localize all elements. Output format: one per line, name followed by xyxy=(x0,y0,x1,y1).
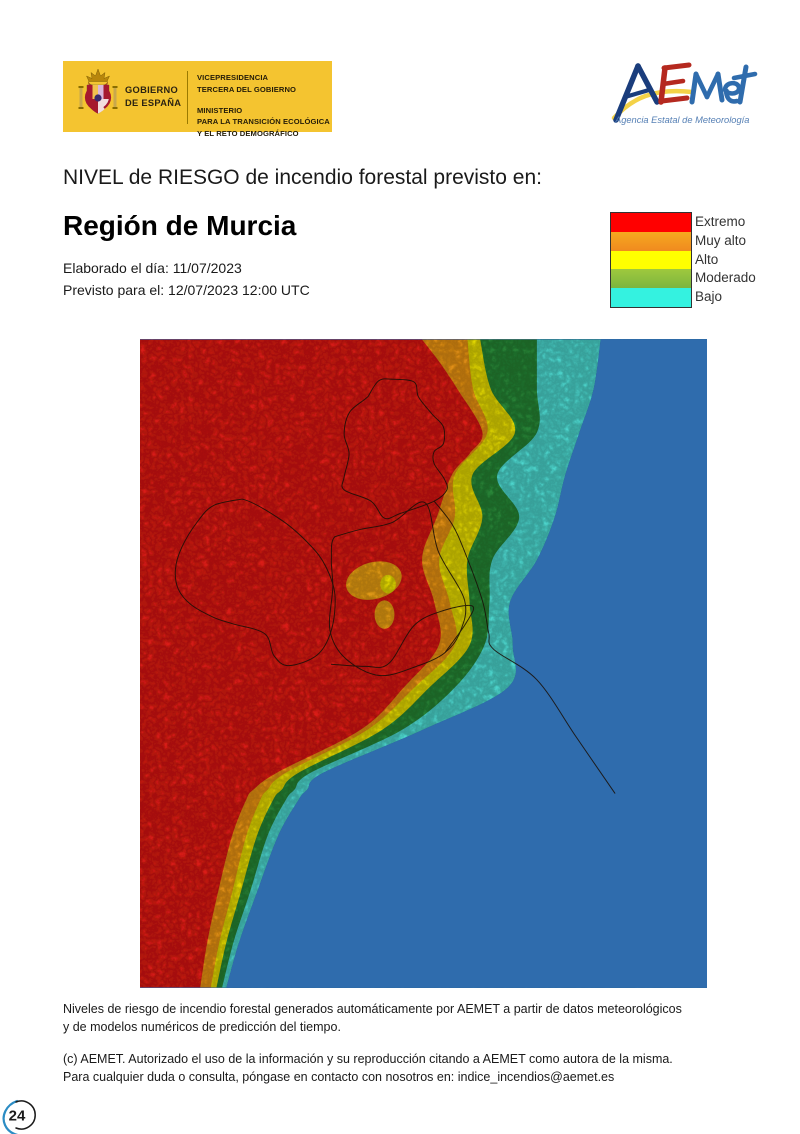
svg-text:24: 24 xyxy=(9,1108,26,1125)
svg-text:Agencia Estatal de Meteorologí: Agencia Estatal de Meteorología xyxy=(614,115,749,125)
